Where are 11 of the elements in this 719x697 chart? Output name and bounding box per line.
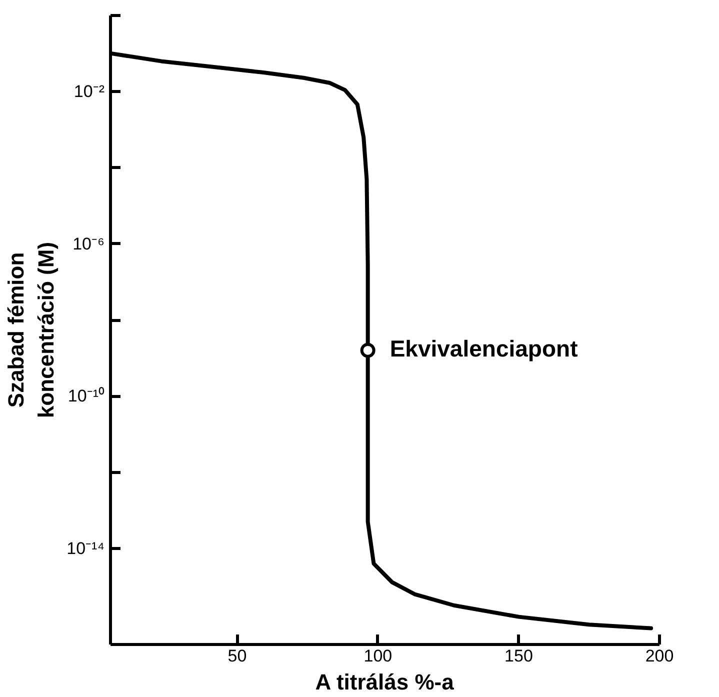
x-tick-label: 200 xyxy=(645,646,674,666)
y-tick-label: 10⁻¹⁴ xyxy=(66,538,104,558)
y-axis-title: Szabad fémion koncentráció (M) xyxy=(4,242,59,418)
x-tick-label: 100 xyxy=(364,646,392,666)
y-tick-label: 10⁻² xyxy=(74,82,105,102)
y-tick-label: 10⁻¹⁰ xyxy=(68,386,105,406)
x-tick-label: 150 xyxy=(504,646,533,666)
x-tick-label: 50 xyxy=(228,646,247,666)
y-tick-label: 10⁻⁶ xyxy=(72,234,105,254)
annotation: Ekvivalenciapont xyxy=(390,335,578,362)
x-axis-title: A titrálás %-a xyxy=(315,670,455,694)
